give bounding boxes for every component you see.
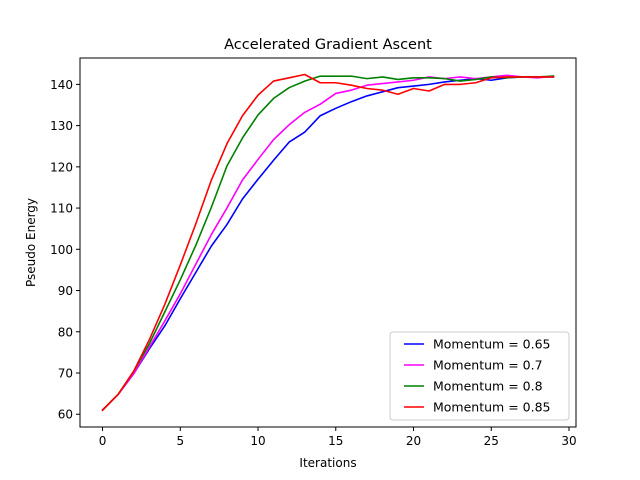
y-tick-label: 70: [58, 366, 73, 380]
y-axis-label: Pseudo Energy: [24, 198, 38, 287]
y-tick-label: 60: [58, 408, 73, 422]
x-tick-label: 10: [250, 434, 265, 448]
x-tick-label: 0: [99, 434, 107, 448]
x-tick-label: 20: [406, 434, 421, 448]
y-tick-label: 100: [50, 243, 73, 257]
y-tick-label: 80: [58, 325, 73, 339]
axis-ticks: 0 5 10 15 20 25 30 60 70 80 90 100 110 120 130 140: [50, 78, 577, 448]
x-tick-label: 15: [328, 434, 343, 448]
x-tick-label: 25: [484, 434, 499, 448]
y-tick-label: 140: [50, 78, 73, 92]
y-tick-label: 90: [58, 284, 73, 298]
legend-label: Momentum = 0.85: [433, 400, 550, 415]
legend: Momentum = 0.65 Momentum = 0.7 Momentum = …: [389, 331, 570, 421]
series-line: [101, 73, 555, 412]
legend-label: Momentum = 0.65: [433, 337, 550, 352]
chart-title: Accelerated Gradient Ascent: [224, 37, 432, 53]
y-tick-label: 130: [50, 119, 73, 133]
legend-box: [389, 331, 570, 421]
legend-label: Momentum = 0.7: [433, 358, 543, 373]
y-tick-label: 120: [50, 160, 73, 174]
plot-marks: [101, 73, 555, 412]
x-tick-label: 5: [176, 434, 184, 448]
x-tick-label: 30: [561, 434, 576, 448]
y-tick-label: 110: [50, 202, 73, 216]
series-line: [101, 75, 555, 412]
legend-label: Momentum = 0.8: [433, 379, 543, 394]
plot-frame: [79, 57, 577, 428]
x-axis-label: Iterations: [299, 456, 356, 470]
